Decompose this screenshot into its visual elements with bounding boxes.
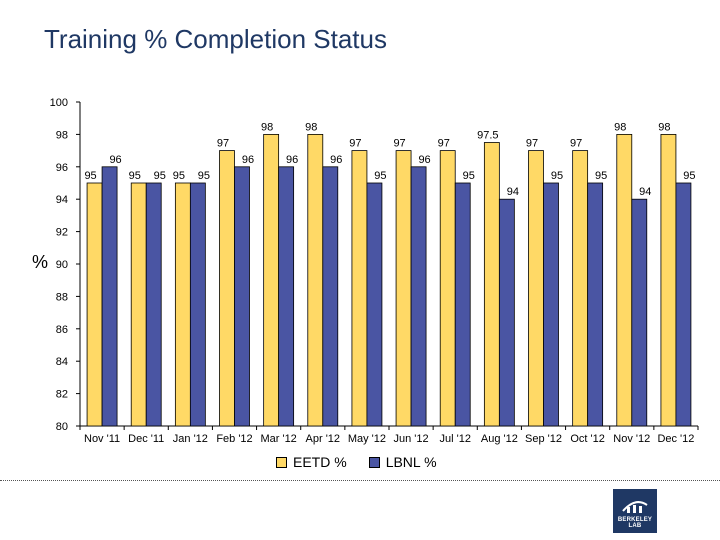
legend-label-lbnl: LBNL % xyxy=(385,454,437,470)
y-tick-label: 88 xyxy=(56,291,68,303)
data-label-eetd: 98 xyxy=(305,121,317,133)
x-tick-label: Mar '12 xyxy=(260,433,296,445)
bar-eetd xyxy=(616,133,633,427)
bar-eetd xyxy=(86,182,103,427)
bar-eetd xyxy=(483,142,500,427)
data-label-lbnl: 95 xyxy=(154,170,166,182)
berkeley-lab-logo: BERKELEY LAB xyxy=(613,489,657,533)
data-label-lbnl: 95 xyxy=(683,170,695,182)
x-tick-label: May '12 xyxy=(348,433,386,445)
bar-chart: 80 82 84 86 88 90 92 94 96 98 100 95 96 Nov '11 95 95 De… xyxy=(50,97,699,445)
y-tick-label: 82 xyxy=(56,389,68,401)
bar-eetd xyxy=(174,182,191,427)
x-tick-label: Jan '12 xyxy=(173,433,208,445)
bar-lbnl xyxy=(631,198,648,427)
data-label-lbnl: 95 xyxy=(463,170,475,182)
y-tick-label: 94 xyxy=(56,194,68,206)
y-tick-label: 90 xyxy=(56,259,68,271)
data-label-lbnl: 96 xyxy=(418,154,430,166)
y-tick-label: 96 xyxy=(56,162,68,174)
bar-eetd xyxy=(528,150,544,427)
legend-swatch-lbnl xyxy=(368,456,380,468)
legend-label-eetd: EETD % xyxy=(293,454,347,470)
x-tick-label: Jun '12 xyxy=(394,433,429,445)
data-label-eetd: 97 xyxy=(526,138,538,150)
data-label-lbnl: 95 xyxy=(374,170,386,182)
data-label-eetd: 98 xyxy=(658,121,670,133)
bar-lbnl xyxy=(366,182,383,427)
y-tick-label: 98 xyxy=(56,129,68,141)
bar-lbnl xyxy=(675,182,692,427)
data-label-eetd: 97 xyxy=(349,138,361,150)
x-tick-label: Nov '11 xyxy=(84,433,120,445)
x-tick-label: Jul '12 xyxy=(439,433,470,445)
data-label-eetd: 98 xyxy=(261,121,273,133)
bar-eetd xyxy=(395,150,412,427)
data-label-lbnl: 94 xyxy=(507,186,519,198)
bar-lbnl xyxy=(498,198,515,427)
bar-eetd xyxy=(307,133,324,427)
data-label-eetd: 97 xyxy=(217,138,229,150)
bar-lbnl xyxy=(454,182,471,427)
data-label-eetd: 97 xyxy=(438,138,450,150)
data-label-eetd: 95 xyxy=(129,170,141,182)
data-label-eetd: 98 xyxy=(614,121,626,133)
x-tick-label: Dec '12 xyxy=(657,433,694,445)
data-label-lbnl: 95 xyxy=(551,170,563,182)
bar-lbnl xyxy=(145,182,162,427)
bar-eetd xyxy=(219,150,235,427)
x-tick-label: Oct '12 xyxy=(570,433,605,445)
x-tick-label: Sep '12 xyxy=(525,433,562,445)
data-label-lbnl: 96 xyxy=(330,154,342,166)
bar-lbnl xyxy=(278,166,295,427)
legend: EETD % LBNL % xyxy=(276,454,437,470)
x-tick-label: Apr '12 xyxy=(306,433,341,445)
x-tick-label: Feb '12 xyxy=(216,433,252,445)
bar-lbnl xyxy=(543,182,559,427)
bar-eetd xyxy=(572,150,589,427)
bar-lbnl xyxy=(234,166,250,427)
data-label-lbnl: 96 xyxy=(242,154,254,166)
y-tick-label: 100 xyxy=(50,97,68,109)
data-label-eetd: 97 xyxy=(393,138,405,150)
data-label-eetd: 97.5 xyxy=(477,130,498,142)
bar-lbnl xyxy=(587,182,604,427)
footer-divider xyxy=(0,480,720,481)
bar-eetd xyxy=(263,133,280,427)
data-label-lbnl: 95 xyxy=(198,170,210,182)
data-label-eetd: 95 xyxy=(173,170,185,182)
x-tick-label: Dec '11 xyxy=(128,433,164,445)
bar-eetd xyxy=(130,182,147,427)
data-label-lbnl: 94 xyxy=(639,186,651,198)
x-tick-label: Aug '12 xyxy=(481,433,518,445)
lab-building-icon xyxy=(622,501,648,513)
x-tick-label: Nov '12 xyxy=(613,433,650,445)
bar-lbnl xyxy=(101,166,118,427)
data-label-eetd: 97 xyxy=(570,138,582,150)
bar-eetd xyxy=(351,150,368,427)
bar-lbnl xyxy=(189,182,206,427)
bar-lbnl xyxy=(410,166,427,427)
legend-swatch-eetd xyxy=(276,456,287,468)
y-tick-label: 84 xyxy=(56,356,68,368)
data-label-lbnl: 96 xyxy=(286,154,298,166)
y-tick-label: 80 xyxy=(56,421,68,433)
bar-lbnl xyxy=(322,166,339,427)
logo-text: BERKELEY LAB xyxy=(617,517,653,529)
chart-title: Training % Completion Status xyxy=(44,24,387,54)
bar-eetd xyxy=(660,133,677,427)
data-label-lbnl: 96 xyxy=(109,154,121,166)
y-tick-label: 86 xyxy=(56,324,68,336)
bar-eetd xyxy=(439,150,456,427)
data-label-eetd: 95 xyxy=(84,170,96,182)
data-label-lbnl: 95 xyxy=(595,170,607,182)
y-axis-label: % xyxy=(32,252,49,272)
y-tick-label: 92 xyxy=(56,227,68,239)
